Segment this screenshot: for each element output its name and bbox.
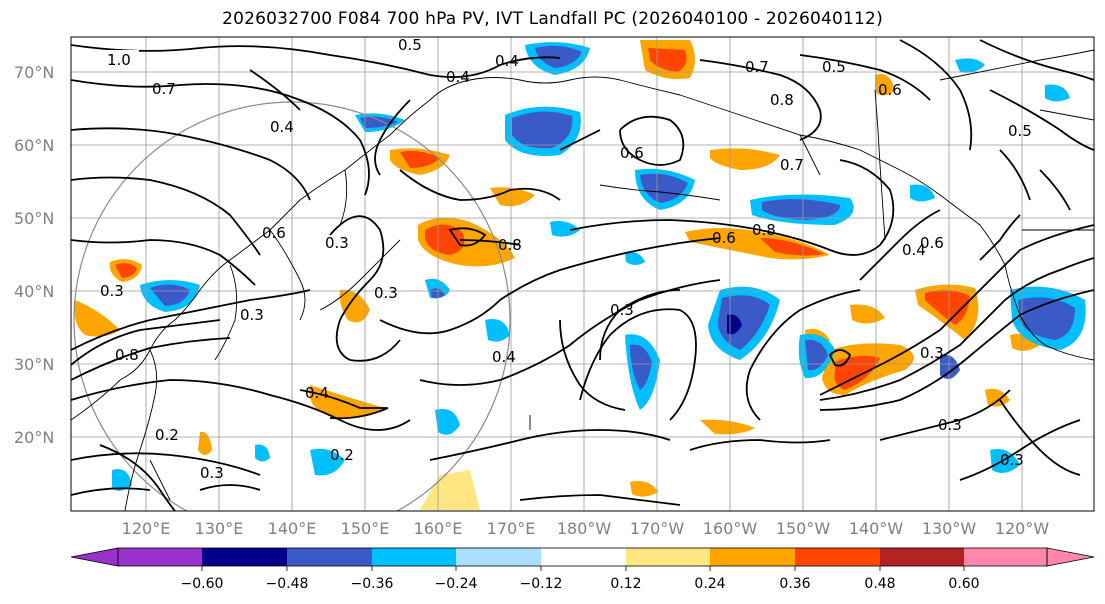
latitude-labels: 70°N 60°N 50°N 40°N 30°N 20°N xyxy=(14,63,54,447)
colorbar-extend-low xyxy=(70,547,119,567)
colorbar-segment xyxy=(372,548,456,566)
contour-label: 0.7 xyxy=(780,156,804,174)
colorbar-segment xyxy=(964,548,1047,566)
contour-label: 0.4 xyxy=(305,384,329,402)
contour-label: 0.8 xyxy=(498,236,522,254)
colorbar-tick-label: 0.24 xyxy=(694,576,725,592)
contour-label: 0.3 xyxy=(610,301,634,319)
lat-label: 30°N xyxy=(14,355,54,374)
colorbar-segment xyxy=(202,548,287,566)
colorbar-segment xyxy=(626,548,710,566)
lat-label: 60°N xyxy=(14,136,54,155)
lon-label: 130°E xyxy=(195,519,244,538)
contour-label: 0.3 xyxy=(374,284,398,302)
lon-label: 120°E xyxy=(122,519,171,538)
contour-label: 0.4 xyxy=(495,52,519,70)
colorbar-tick-label: −0.48 xyxy=(266,576,309,592)
contour-label: 0.4 xyxy=(492,348,516,366)
colorbar: −0.60 −0.48 −0.36 −0.24 −0.12 0.12 0.24 … xyxy=(70,547,1095,592)
contour-labels: 1.0 0.5 0.4 0.4 0.7 0.5 0.6 0.6 0.7 0.8 … xyxy=(100,36,1032,482)
contour-label: 0.5 xyxy=(822,58,846,76)
colorbar-tick-label: 0.12 xyxy=(610,576,641,592)
colorbar-tick-label: 0.36 xyxy=(779,576,810,592)
colorbar-tick-label: 0.48 xyxy=(864,576,895,592)
colorbar-tick-label: −0.60 xyxy=(181,576,224,592)
lat-label: 50°N xyxy=(14,209,54,228)
contour-label: 0.3 xyxy=(920,344,944,362)
map-area xyxy=(71,37,1094,511)
lon-label: 160°W xyxy=(703,519,758,538)
contour-label: 0.7 xyxy=(152,80,176,98)
contour-label: 0.6 xyxy=(878,81,902,99)
contour-label: 0.2 xyxy=(330,446,354,464)
lon-label: 140°E xyxy=(268,519,317,538)
contour-label: 0.6 xyxy=(620,144,644,162)
lon-label: 170°E xyxy=(487,519,536,538)
colorbar-segment xyxy=(795,548,880,566)
colorbar-tick-label: 0.60 xyxy=(948,576,979,592)
contour-label: 0.5 xyxy=(1008,122,1032,140)
graticule xyxy=(71,37,1094,511)
contour-label: 0.8 xyxy=(770,91,794,109)
lon-label: 170°W xyxy=(630,519,685,538)
contour-label: 0.8 xyxy=(752,221,776,239)
colorbar-tick-label: −0.24 xyxy=(435,576,478,592)
longitude-labels: 120°E 130°E 140°E 150°E 160°E 170°E 180°… xyxy=(122,519,1050,538)
contour-label: 0.3 xyxy=(240,306,264,324)
lon-label: 180°W xyxy=(557,519,612,538)
lon-label: 150°E xyxy=(341,519,390,538)
contour-label: 0.4 xyxy=(902,241,926,259)
lat-label: 20°N xyxy=(14,428,54,447)
coastlines xyxy=(71,49,1094,511)
colorbar-segment xyxy=(456,548,541,566)
map-frame xyxy=(70,36,1095,512)
contour-label: 1.0 xyxy=(107,51,131,69)
lon-label: 140°W xyxy=(849,519,904,538)
lat-label: 70°N xyxy=(14,63,54,82)
contour-label: 0.2 xyxy=(155,426,179,444)
colorbar-extend-high xyxy=(1046,547,1095,567)
contour-label: 0.6 xyxy=(920,234,944,252)
contour-label: 0.4 xyxy=(446,68,470,86)
pv-contours xyxy=(71,39,1094,511)
lat-label: 40°N xyxy=(14,282,54,301)
contour-label: 0.7 xyxy=(745,58,769,76)
contour-label: 0.6 xyxy=(262,224,286,242)
colorbar-tick-label: −0.36 xyxy=(351,576,394,592)
contour-label: 0.4 xyxy=(270,118,294,136)
map-title: 2026032700 F084 700 hPa PV, IVT Landfall… xyxy=(222,9,883,29)
colorbar-segment xyxy=(118,548,202,566)
contour-label: 0.3 xyxy=(938,416,962,434)
colorbar-segment xyxy=(710,548,795,566)
contour-label: 0.6 xyxy=(712,229,736,247)
contour-label: 0.3 xyxy=(325,234,349,252)
contour-label: 0.3 xyxy=(200,464,224,482)
lon-label: 160°E xyxy=(414,519,463,538)
lon-label: 130°W xyxy=(922,519,977,538)
contour-label: 0.5 xyxy=(398,36,422,54)
colorbar-segment xyxy=(880,548,964,566)
lon-label: 120°W xyxy=(995,519,1050,538)
contour-label: 0.3 xyxy=(1000,451,1024,469)
colorbar-tick-label: −0.12 xyxy=(520,576,563,592)
lon-label: 150°W xyxy=(776,519,831,538)
colorbar-segment xyxy=(541,548,626,566)
contour-label: 0.8 xyxy=(115,346,139,364)
colorbar-segment xyxy=(287,548,372,566)
contour-label: 0.3 xyxy=(100,282,124,300)
